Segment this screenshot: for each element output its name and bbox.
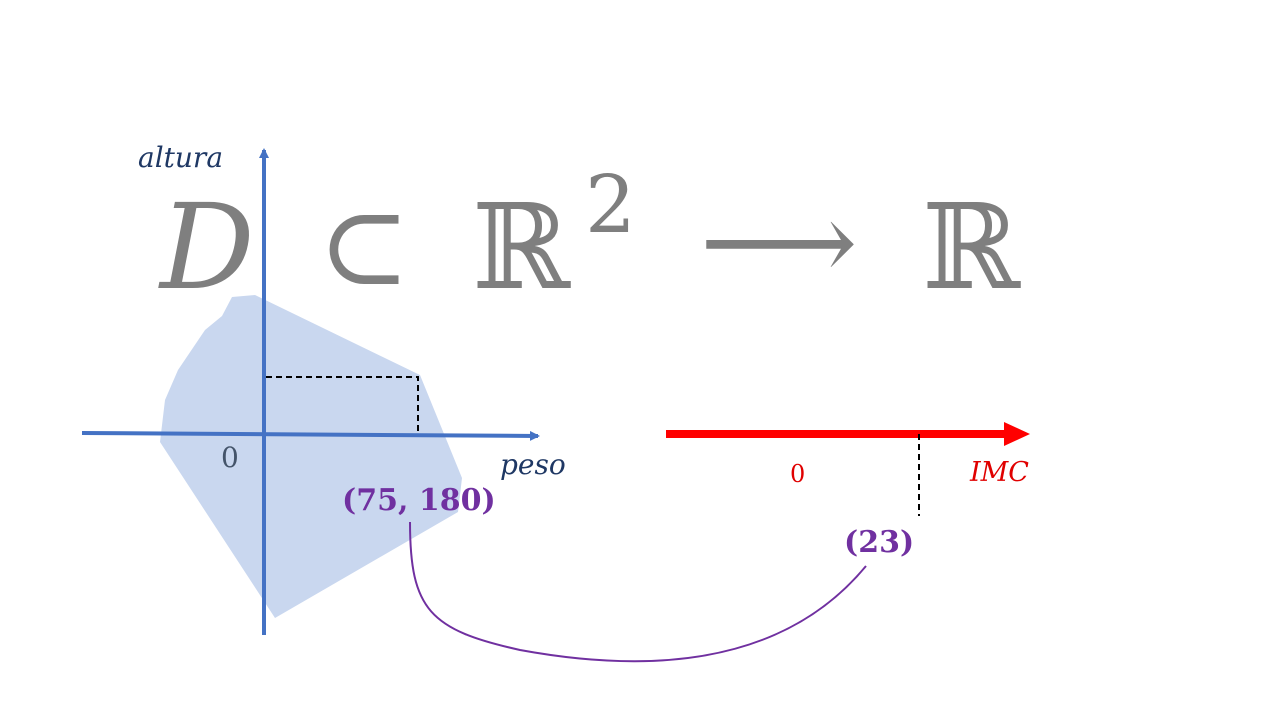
point-projection-dashed: [266, 376, 419, 435]
domain-region: [160, 295, 462, 618]
image-point-label: (23): [844, 525, 914, 560]
formula-arrow-symbol: ⟶: [700, 178, 858, 306]
y-axis-label: altura: [138, 141, 223, 174]
formula-subset-symbol: ⊂: [318, 182, 410, 310]
formula-domain-symbol: D: [158, 178, 255, 316]
formula-codomain-symbol: ℝ: [922, 178, 1021, 316]
imc-axis-arrowhead: [1004, 422, 1030, 446]
formula-space-symbol: ℝ: [472, 178, 571, 316]
imc-origin-label: 0: [790, 460, 805, 488]
x-axis-label: peso: [500, 448, 566, 481]
mapping-curve: [409, 521, 867, 663]
domain-point-label: (75, 180): [342, 483, 496, 518]
imc-axis-label: IMC: [969, 457, 1029, 488]
domain-origin-label: 0: [221, 441, 239, 474]
x-axis: [81, 430, 540, 441]
formula-exponent: 2: [585, 158, 636, 251]
